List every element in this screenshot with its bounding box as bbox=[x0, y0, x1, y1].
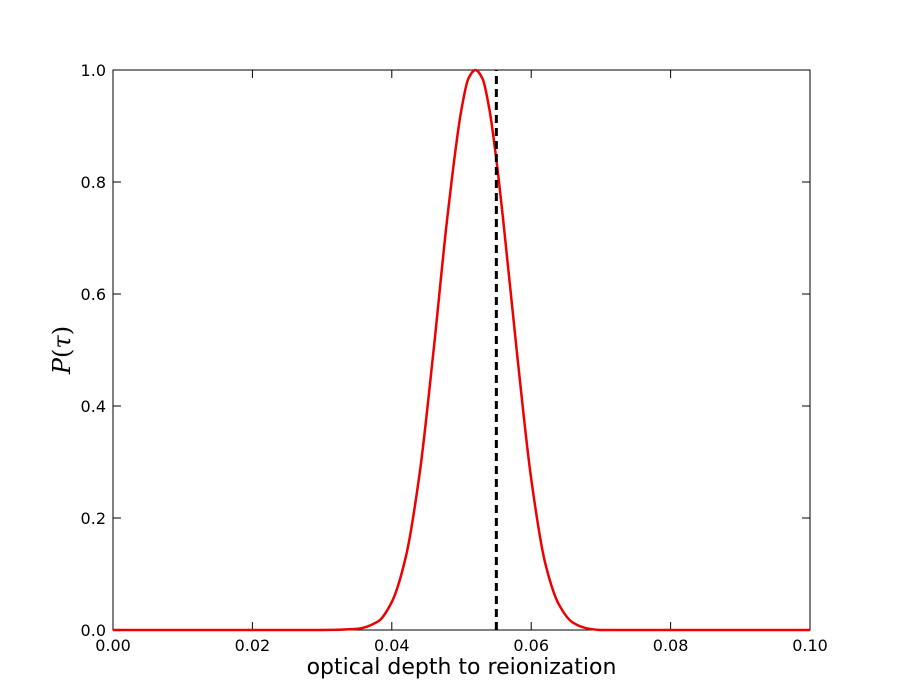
x-axis-ticks: 0.00 0.02 0.04 0.06 0.08 0.10 bbox=[95, 70, 828, 655]
x-tick-label: 0.08 bbox=[653, 636, 689, 655]
x-tick-label: 0.04 bbox=[374, 636, 410, 655]
y-tick-label: 0.6 bbox=[81, 285, 106, 304]
x-tick-label: 0.10 bbox=[792, 636, 828, 655]
plot-frame bbox=[112, 69, 811, 631]
probability-curve bbox=[113, 68, 810, 632]
y-axis-label-tau: τ bbox=[48, 335, 76, 349]
x-axis-label: optical depth to reionization bbox=[307, 655, 617, 680]
y-tick-label: 0.8 bbox=[81, 173, 106, 192]
y-tick-label: 1.0 bbox=[81, 61, 106, 80]
y-tick-label: 0.2 bbox=[81, 509, 106, 528]
y-tick-label: 0.4 bbox=[81, 397, 106, 416]
y-axis-label-p: P bbox=[48, 357, 76, 375]
y-tick-label: 0.0 bbox=[81, 621, 106, 640]
y-axis-label-open-paren: ( bbox=[48, 349, 76, 358]
y-axis-label-close-paren: ) bbox=[48, 326, 76, 335]
x-tick-label: 0.06 bbox=[513, 636, 549, 655]
y-axis-label: P(τ) bbox=[48, 326, 76, 375]
x-tick-label: 0.02 bbox=[235, 636, 271, 655]
series-layer bbox=[113, 68, 810, 632]
x-tick-label: 0.00 bbox=[95, 636, 131, 655]
y-axis-ticks: 0.0 0.2 0.4 0.6 0.8 1.0 bbox=[81, 61, 810, 640]
